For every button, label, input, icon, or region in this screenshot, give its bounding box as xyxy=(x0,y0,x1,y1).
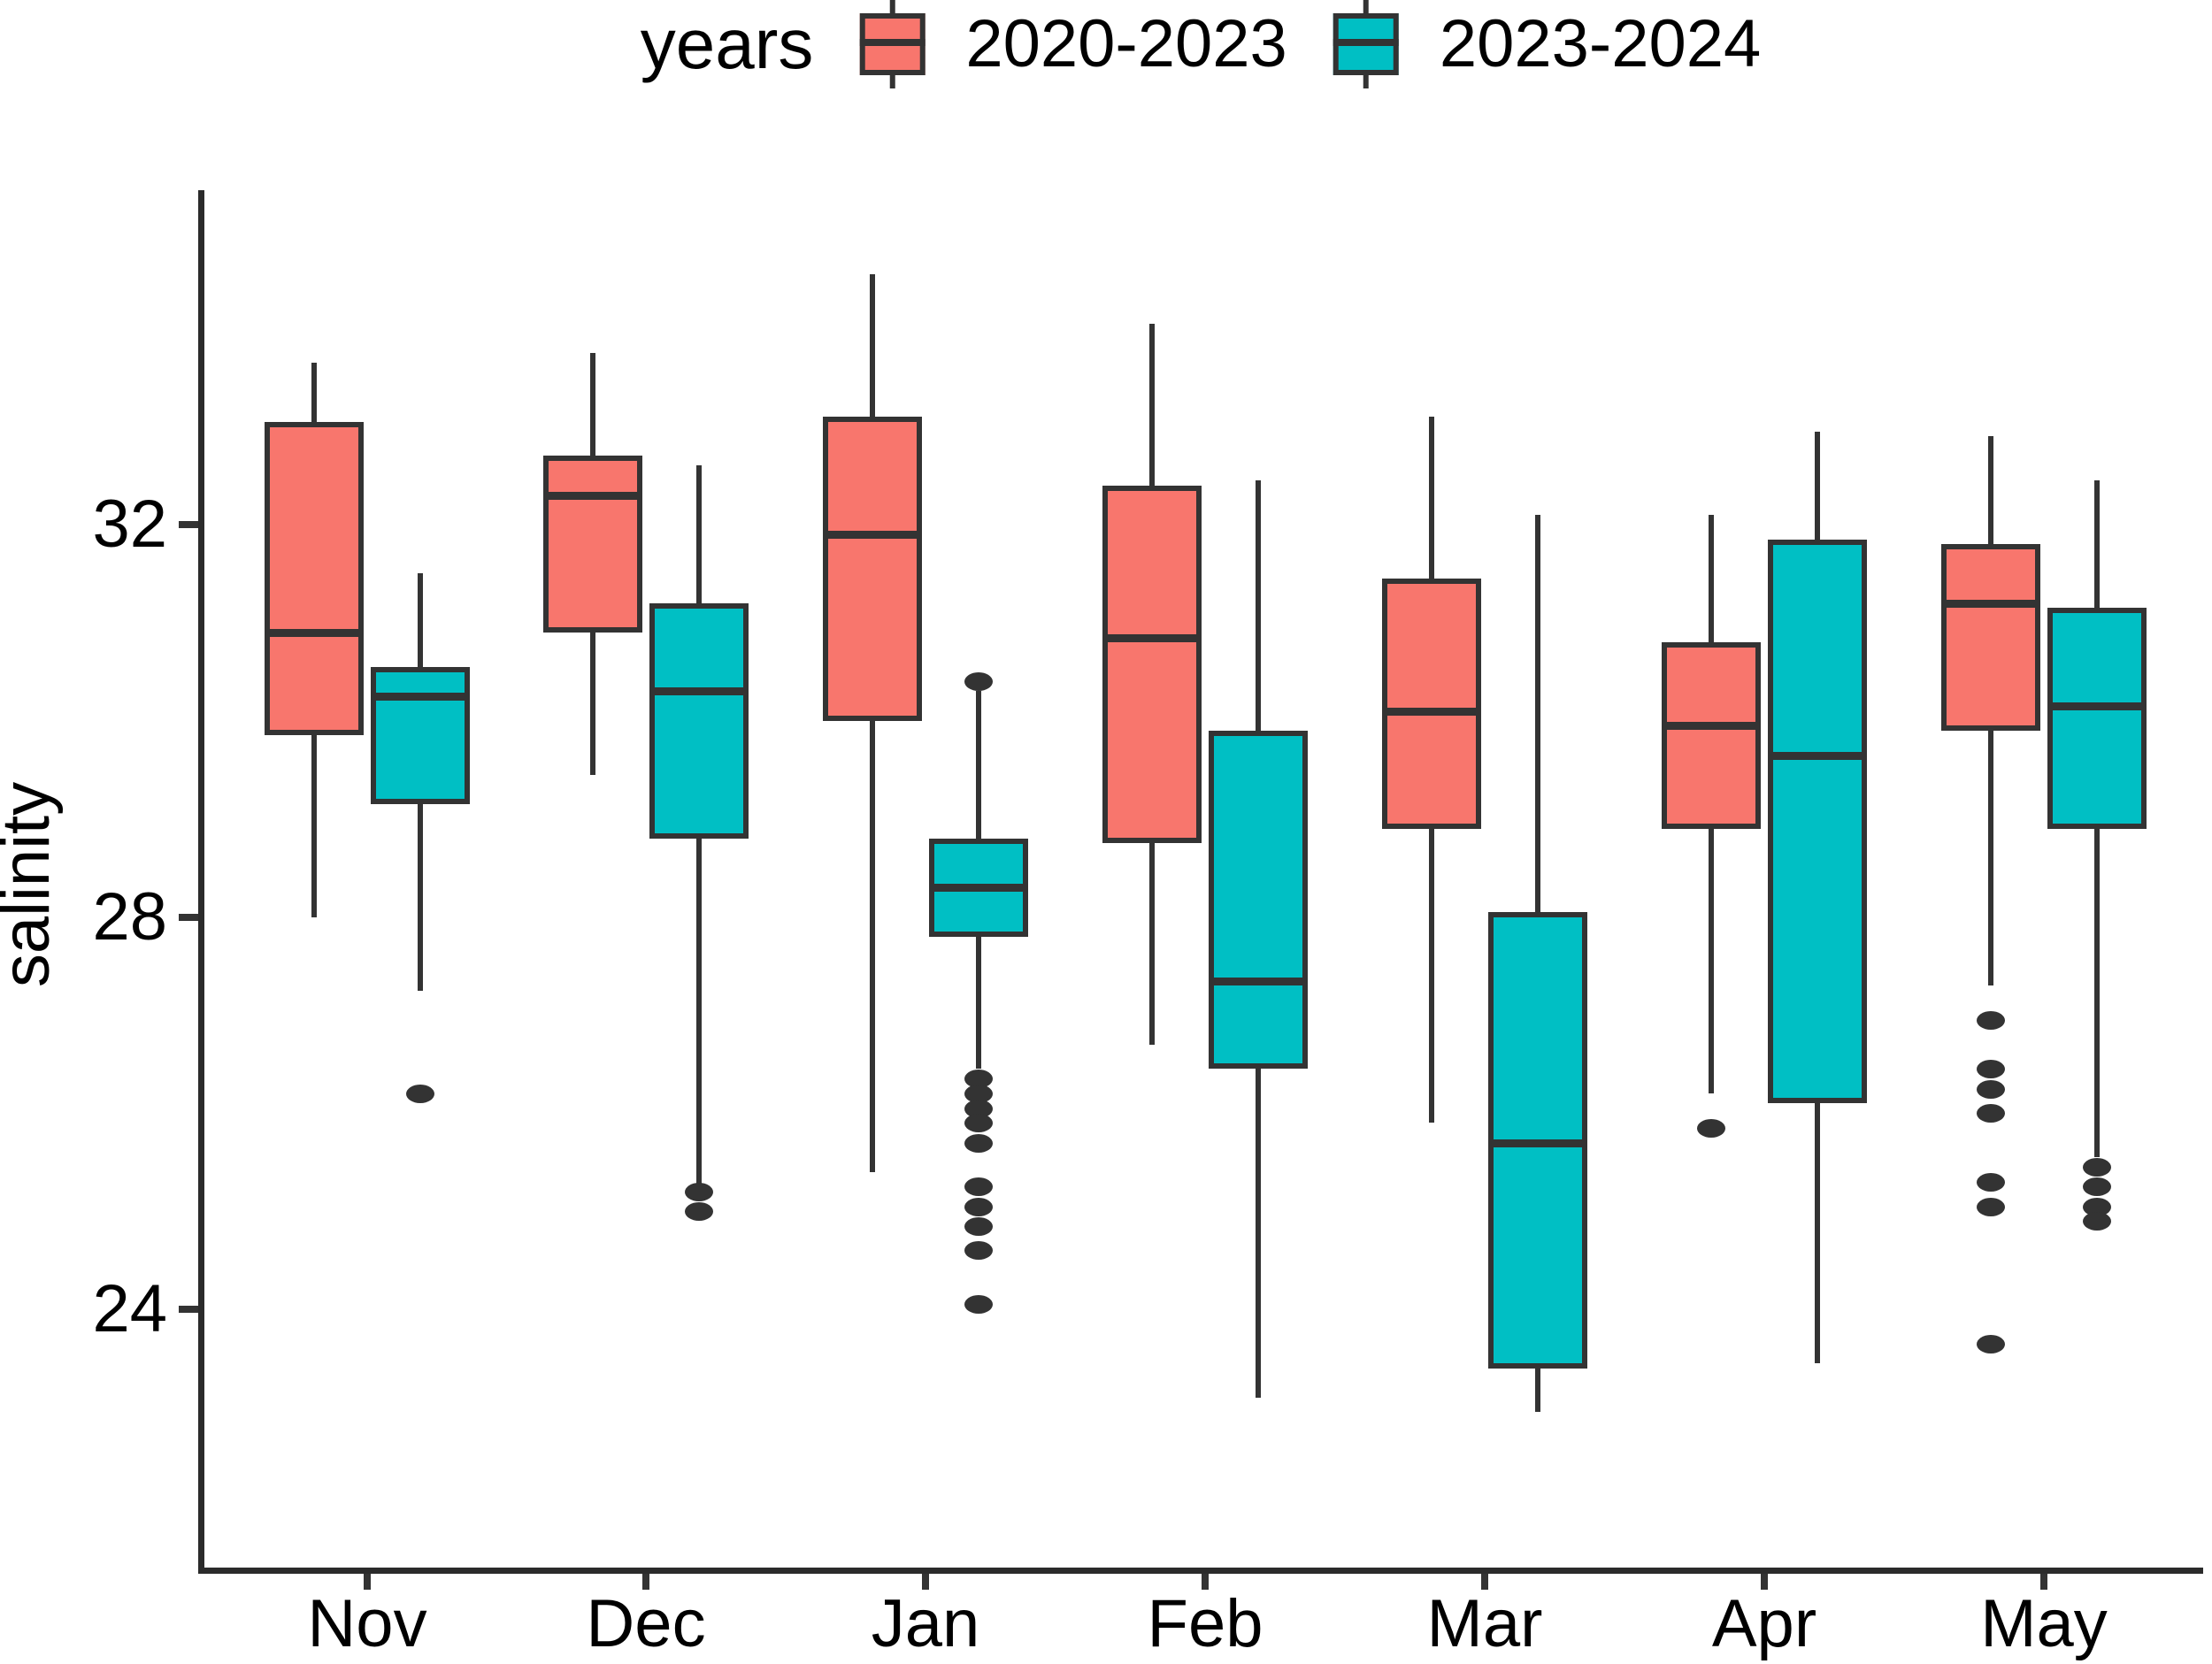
box xyxy=(823,417,922,721)
y-tick-label: 28 xyxy=(92,879,167,955)
legend-key-median xyxy=(1333,39,1399,46)
x-tick xyxy=(922,1574,929,1590)
outlier-dot xyxy=(2083,1198,2111,1216)
outlier-dot xyxy=(964,672,993,691)
outlier-dot xyxy=(685,1183,713,1201)
outlier-dot xyxy=(964,1134,993,1153)
outlier-dot xyxy=(964,1217,993,1236)
x-tick-label: Apr xyxy=(1711,1586,1817,1661)
box xyxy=(371,667,470,804)
y-tick-label: 24 xyxy=(92,1271,167,1346)
y-axis-line xyxy=(198,190,204,1568)
y-axis-title: salinity xyxy=(0,781,64,988)
x-tick-label: May xyxy=(1980,1586,2108,1661)
box xyxy=(1102,486,1202,843)
x-tick-label: Jan xyxy=(871,1586,980,1661)
x-tick xyxy=(1481,1574,1488,1590)
box xyxy=(1209,731,1308,1069)
outlier-dot xyxy=(964,1241,993,1260)
legend-title: years xyxy=(640,4,814,83)
outlier-dot xyxy=(1977,1198,2005,1216)
median-line xyxy=(2047,702,2147,710)
x-tick-label: Nov xyxy=(307,1586,427,1661)
median-line xyxy=(543,492,642,500)
outlier-dot xyxy=(1977,1104,2005,1123)
box xyxy=(1662,642,1761,829)
legend-item: 2020-2023 xyxy=(859,0,1287,88)
x-tick xyxy=(2040,1574,2047,1590)
outlier-dot xyxy=(2083,1212,2111,1231)
x-tick-label: Feb xyxy=(1147,1586,1263,1661)
x-tick xyxy=(642,1574,649,1590)
median-line xyxy=(929,884,1028,892)
legend-item-label: 2023-2024 xyxy=(1439,6,1762,81)
box xyxy=(649,603,749,839)
outlier-dot xyxy=(406,1085,434,1103)
outlier-dot xyxy=(964,1114,993,1132)
y-tick-label: 32 xyxy=(92,487,167,562)
outlier-dot xyxy=(1697,1119,1725,1138)
whisker xyxy=(870,274,875,1172)
x-tick-label: Mar xyxy=(1426,1586,1543,1661)
legend-item: 2023-2024 xyxy=(1333,0,1761,88)
y-tick xyxy=(179,521,198,528)
outlier-dot xyxy=(964,1295,993,1314)
legend-key-boxplot-icon xyxy=(1333,0,1399,88)
outlier-dot xyxy=(964,1177,993,1196)
x-tick xyxy=(1202,1574,1209,1590)
box xyxy=(2047,608,2147,829)
outlier-dot xyxy=(1977,1060,2005,1078)
y-tick xyxy=(179,1306,198,1313)
median-line xyxy=(371,693,470,701)
legend-key-boxplot-icon xyxy=(859,0,926,88)
median-line xyxy=(649,687,749,695)
outlier-dot xyxy=(964,1070,993,1088)
x-tick xyxy=(1761,1574,1768,1590)
outlier-dot xyxy=(1977,1335,2005,1353)
outlier-dot xyxy=(964,1100,993,1118)
x-tick xyxy=(364,1574,371,1590)
legend: years 2020-2023 2023-2024 xyxy=(640,0,1761,88)
median-line xyxy=(1488,1139,1587,1147)
x-tick-label: Dec xyxy=(586,1586,706,1661)
legend-item-label: 2020-2023 xyxy=(965,6,1287,81)
outlier-dot xyxy=(1977,1173,2005,1192)
median-line xyxy=(823,531,922,539)
outlier-dot xyxy=(964,1085,993,1103)
outlier-dot xyxy=(1977,1080,2005,1099)
median-line xyxy=(1209,978,1308,985)
box xyxy=(1768,540,1867,1103)
y-tick xyxy=(179,914,198,921)
median-line xyxy=(265,629,364,637)
box xyxy=(1941,544,2040,731)
box xyxy=(265,422,364,735)
median-line xyxy=(1382,708,1481,716)
median-line xyxy=(1662,722,1761,730)
outlier-dot xyxy=(685,1202,713,1221)
outlier-dot xyxy=(1977,1011,2005,1030)
median-line xyxy=(1768,752,1867,760)
median-line xyxy=(1941,600,2040,608)
box xyxy=(543,456,642,633)
box xyxy=(1382,579,1481,829)
outlier-dot xyxy=(2083,1158,2111,1177)
outlier-dot xyxy=(2083,1177,2111,1196)
outlier-dot xyxy=(964,1198,993,1216)
median-line xyxy=(1102,634,1202,642)
x-axis-line xyxy=(198,1568,2203,1574)
legend-key-median xyxy=(859,39,926,46)
